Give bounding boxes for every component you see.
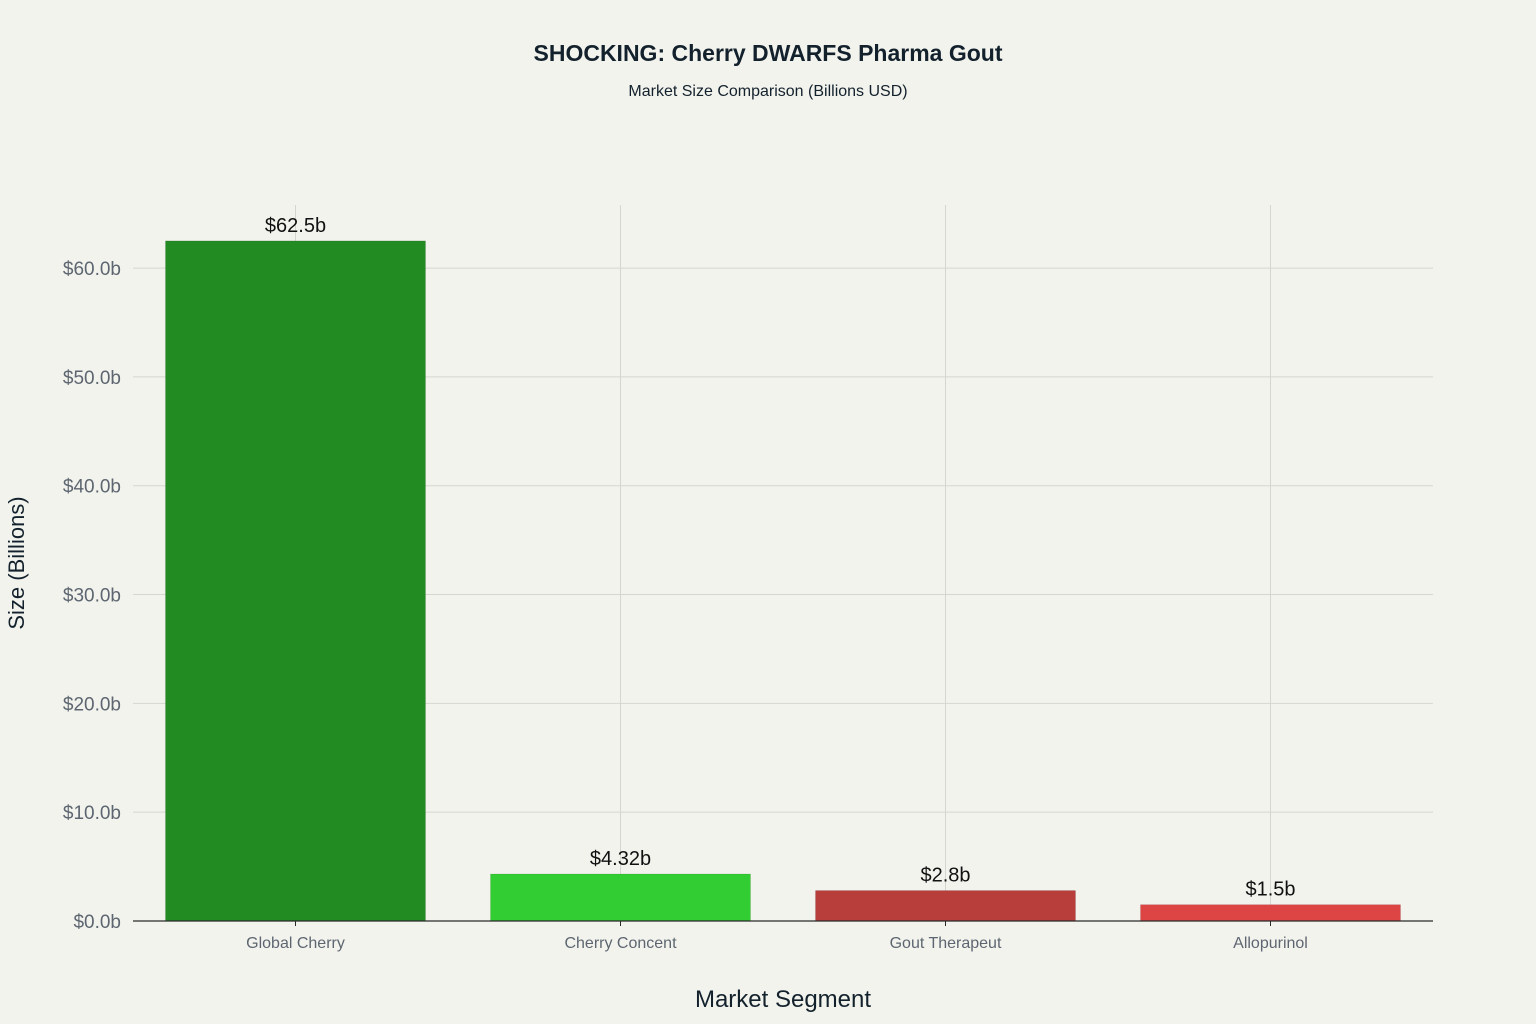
chart-subtitle: Market Size Comparison (Billions USD) <box>628 83 908 100</box>
bar[interactable] <box>815 890 1076 922</box>
y-tick-label: $20.0b <box>63 694 121 715</box>
x-axis-title: Market Segment <box>695 986 871 1013</box>
x-tick-label: Global Cherry <box>246 935 345 952</box>
y-axis-title: Size (Billions) <box>4 496 29 629</box>
x-tick-label: Allopurinol <box>1233 935 1308 952</box>
bar-value-label: $1.5b <box>1245 879 1295 901</box>
x-tick-label: Cherry Concent <box>564 935 677 952</box>
y-tick-label: $50.0b <box>63 368 121 389</box>
bar-value-label: $2.8b <box>920 865 970 887</box>
bar[interactable] <box>490 873 751 922</box>
bar[interactable] <box>165 240 426 922</box>
y-tick-label: $0.0b <box>73 912 121 933</box>
label-layer: $0.0b $10.0b $20.0b $30.0b $40.0b $50.0b $60.0… <box>63 215 1308 952</box>
bar-value-label: $62.5b <box>265 215 326 237</box>
y-tick-label: $60.0b <box>63 259 121 280</box>
bar[interactable] <box>1140 904 1401 922</box>
x-tick-label: Gout Therapeut <box>890 935 1002 952</box>
y-tick-label: $30.0b <box>63 586 121 607</box>
chart-title: SHOCKING: Cherry DWARFS Pharma Gout <box>533 40 1003 66</box>
bar-layer <box>165 240 1401 922</box>
bar-value-label: $4.32b <box>590 848 651 870</box>
y-tick-label: $40.0b <box>63 477 121 498</box>
y-tick-label: $10.0b <box>63 803 121 824</box>
